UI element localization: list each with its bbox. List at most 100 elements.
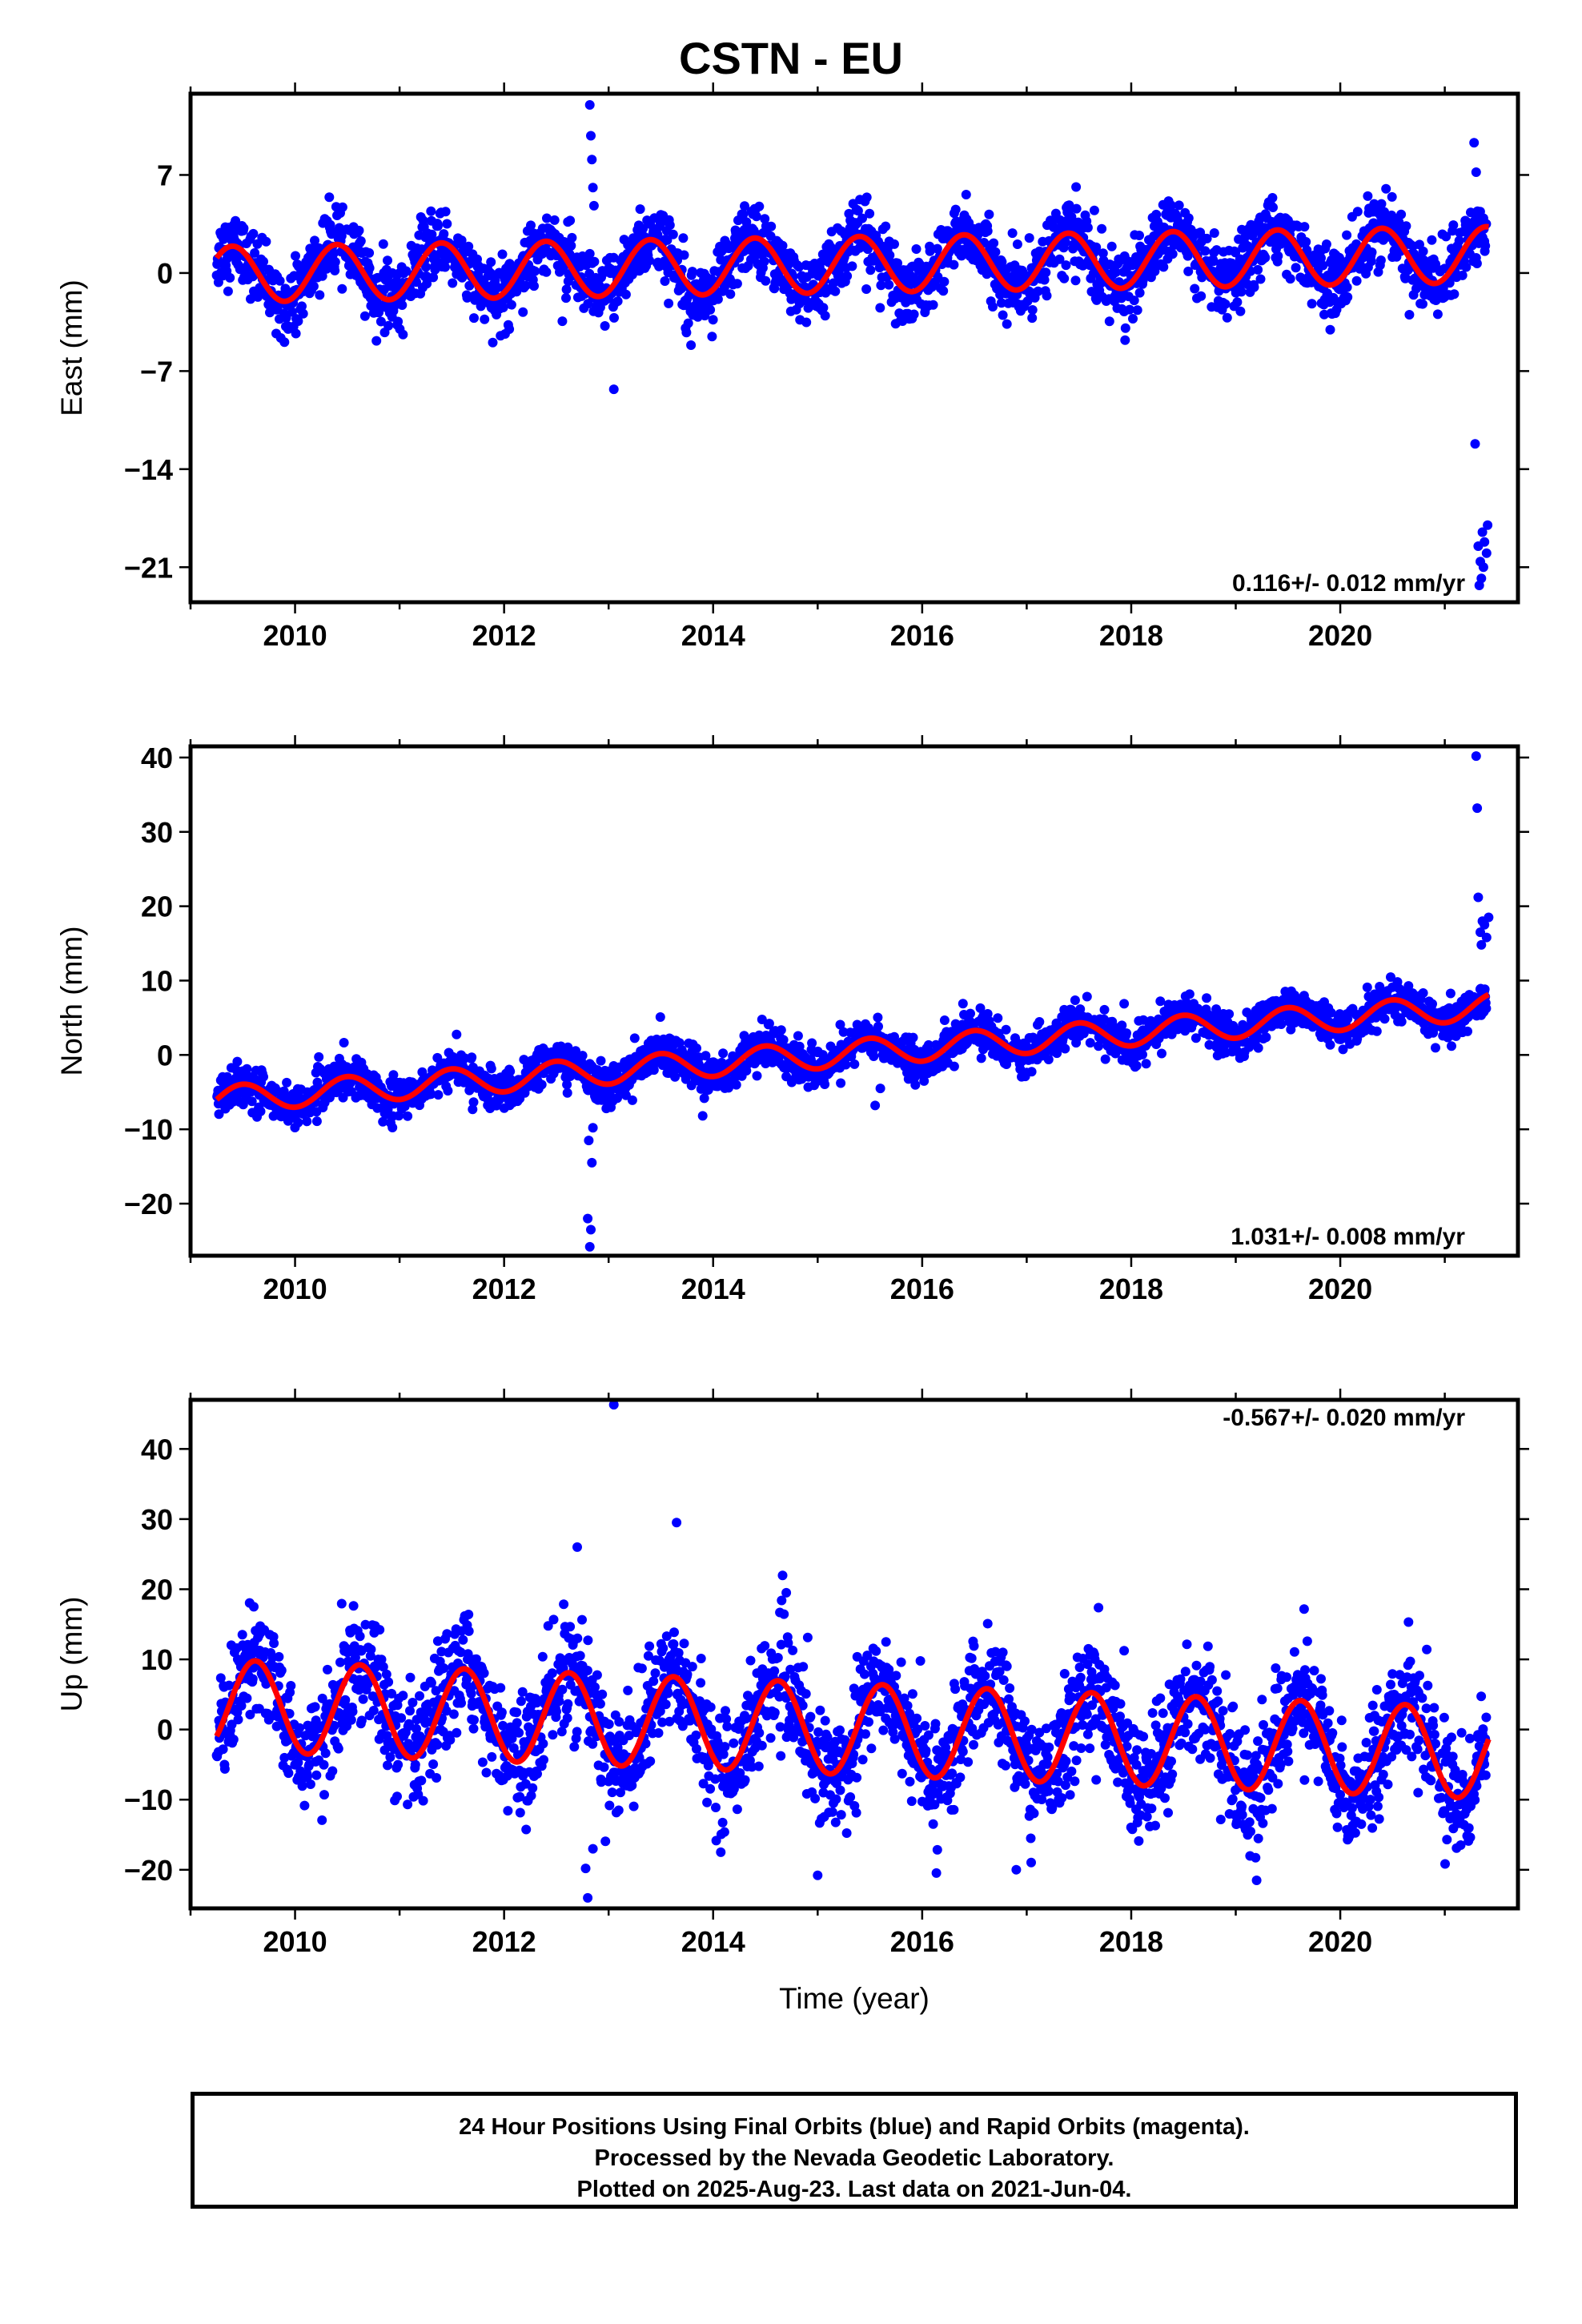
panel-2: 2010 2012 2014 2016 2018 2020−20−10010203040N… xyxy=(55,735,1529,1305)
data-point xyxy=(1325,324,1335,335)
data-point xyxy=(1236,287,1247,297)
data-point xyxy=(298,308,308,319)
data-point xyxy=(884,279,894,290)
data-point xyxy=(1001,1024,1011,1035)
data-points xyxy=(211,100,1493,590)
data-point xyxy=(530,266,540,276)
data-point xyxy=(740,201,749,211)
data-point xyxy=(1085,1038,1095,1048)
data-point xyxy=(869,1051,879,1061)
data-point xyxy=(567,232,577,243)
data-point xyxy=(1335,255,1346,266)
data-point xyxy=(820,311,830,321)
data-point xyxy=(259,256,268,267)
data-point xyxy=(836,1078,846,1088)
data-point xyxy=(246,294,255,304)
data-point xyxy=(442,219,452,229)
x-tick-label: 2014 xyxy=(681,619,745,652)
data-point xyxy=(1150,266,1160,276)
data-point xyxy=(841,1059,851,1070)
data-point xyxy=(242,1063,252,1074)
data-point xyxy=(764,1019,774,1029)
data-point xyxy=(1318,260,1328,271)
data-point xyxy=(1209,228,1219,238)
outlier-point xyxy=(1480,537,1490,547)
data-point xyxy=(949,259,959,270)
data-point xyxy=(1249,282,1259,292)
data-point xyxy=(1351,239,1362,249)
x-tick-label: 2020 xyxy=(1308,619,1372,652)
data-point xyxy=(1268,203,1278,212)
data-point xyxy=(670,1072,681,1082)
data-point xyxy=(752,1071,762,1081)
data-point xyxy=(317,271,327,281)
data-point xyxy=(911,244,921,254)
data-point xyxy=(387,268,398,278)
chart-title: CSTN - EU xyxy=(679,33,903,83)
data-point xyxy=(426,1089,436,1100)
data-point xyxy=(889,239,899,249)
data-point xyxy=(889,1031,899,1042)
data-point xyxy=(336,231,347,241)
data-point xyxy=(1070,995,1080,1005)
data-point xyxy=(387,1123,398,1132)
data-point xyxy=(776,1025,786,1035)
plot-frame xyxy=(188,91,1520,605)
data-point xyxy=(998,310,1008,320)
data-point xyxy=(612,1093,622,1104)
data-point xyxy=(393,316,404,327)
x-tick-label: 2016 xyxy=(890,619,954,652)
data-point xyxy=(505,1066,516,1076)
data-point xyxy=(794,1041,805,1051)
data-point xyxy=(686,340,697,350)
data-point xyxy=(1260,252,1271,263)
outlier-point xyxy=(1483,520,1493,530)
data-point xyxy=(1060,237,1070,247)
data-point xyxy=(462,292,472,303)
data-point xyxy=(1396,1016,1407,1027)
data-point xyxy=(592,1065,603,1076)
data-point xyxy=(464,241,474,251)
outlier-point xyxy=(1474,581,1484,590)
data-point xyxy=(990,247,1001,257)
data-point xyxy=(1002,319,1012,329)
data-point xyxy=(1183,213,1194,223)
data-point xyxy=(818,303,829,313)
data-point xyxy=(1157,1048,1166,1059)
data-point xyxy=(1358,252,1368,263)
data-point xyxy=(486,1063,496,1074)
data-point xyxy=(279,337,290,348)
data-point xyxy=(518,307,528,317)
data-point xyxy=(329,248,339,258)
data-point xyxy=(1444,278,1455,288)
data-point xyxy=(665,220,675,231)
data-point xyxy=(1120,323,1130,333)
data-point xyxy=(310,235,319,246)
outlier-point xyxy=(1478,562,1488,573)
y-tick-label: −14 xyxy=(124,453,173,486)
data-point xyxy=(1012,239,1022,249)
data-point xyxy=(1125,304,1134,315)
data-point xyxy=(504,259,515,269)
data-point xyxy=(638,223,648,234)
data-point xyxy=(275,275,285,286)
y-tick-label: 0 xyxy=(157,257,173,290)
data-point xyxy=(1098,248,1108,259)
data-point xyxy=(1267,193,1278,203)
data-point xyxy=(1211,1004,1222,1015)
data-point xyxy=(909,309,919,320)
data-point xyxy=(731,1080,741,1090)
data-point xyxy=(777,240,788,251)
data-point xyxy=(337,283,347,294)
data-point xyxy=(853,206,863,216)
data-point xyxy=(1441,231,1452,242)
data-point xyxy=(594,280,604,291)
data-point xyxy=(708,315,718,325)
data-point xyxy=(865,265,876,275)
data-point xyxy=(1042,291,1052,301)
data-point xyxy=(1232,297,1243,308)
data-point xyxy=(627,1095,637,1105)
data-point xyxy=(486,257,496,267)
data-point xyxy=(383,255,392,266)
data-point xyxy=(923,1039,934,1050)
